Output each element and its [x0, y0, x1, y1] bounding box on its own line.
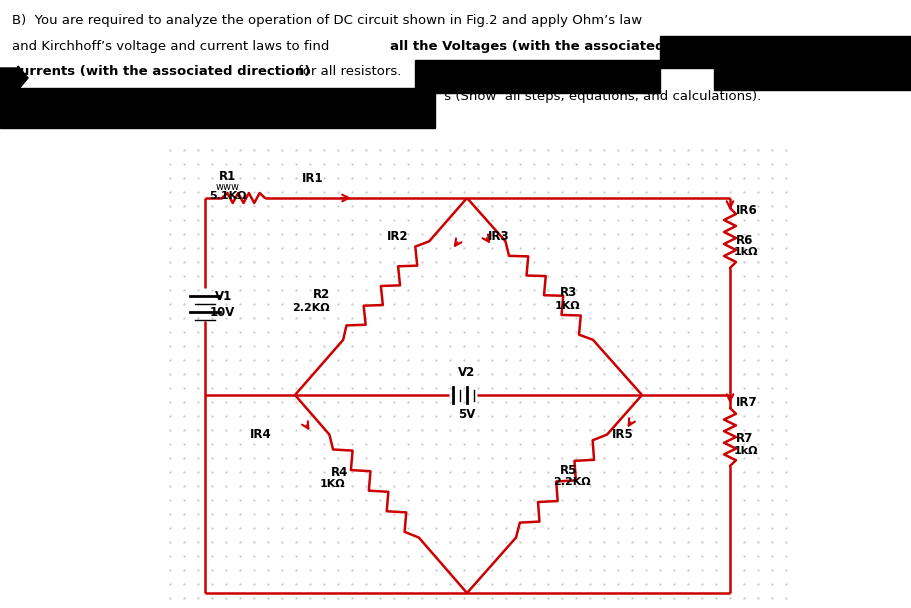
- Text: IR7: IR7: [736, 395, 758, 409]
- Text: 2.2KΩ: 2.2KΩ: [553, 477, 590, 487]
- Text: R7: R7: [736, 432, 753, 446]
- Text: R4: R4: [331, 466, 348, 478]
- Text: B)  You are required to analyze the operation of DC circuit shown in Fig.2 and a: B) You are required to analyze the opera…: [12, 14, 642, 27]
- Text: 5V: 5V: [458, 409, 476, 421]
- Text: ‘s (Show  all steps, equations, and calculations).: ‘s (Show all steps, equations, and calcu…: [440, 90, 762, 103]
- Text: 1kΩ: 1kΩ: [734, 446, 759, 456]
- Text: IR1: IR1: [302, 171, 323, 184]
- Text: for all resistors.: for all resistors.: [298, 65, 402, 78]
- Text: V2: V2: [458, 367, 476, 379]
- Text: 1KΩ: 1KΩ: [320, 479, 345, 489]
- Text: and Kirchhoff’s voltage and current laws to find: and Kirchhoff’s voltage and current laws…: [12, 40, 333, 53]
- Text: IR4: IR4: [250, 427, 271, 441]
- Text: IR2: IR2: [387, 230, 409, 243]
- Bar: [0, 88, 435, 128]
- Text: all the Voltages (with the associated polarities) and: all the Voltages (with the associated po…: [390, 40, 779, 53]
- Text: www: www: [216, 182, 240, 192]
- Text: R3: R3: [560, 286, 578, 300]
- FancyArrow shape: [0, 66, 28, 90]
- Text: R5: R5: [560, 463, 578, 477]
- Text: IR6: IR6: [736, 204, 758, 216]
- Text: R2: R2: [312, 289, 330, 302]
- Text: IR5: IR5: [612, 427, 634, 441]
- Bar: [714, 60, 911, 90]
- Text: 5.1KΩ: 5.1KΩ: [210, 191, 247, 201]
- Text: 1KΩ: 1KΩ: [555, 301, 580, 311]
- Text: cuit: cuit: [859, 69, 884, 82]
- Bar: [415, 60, 660, 93]
- Text: 10V: 10V: [210, 306, 235, 319]
- Bar: [660, 36, 911, 68]
- Text: 2.2KΩ: 2.2KΩ: [292, 303, 330, 313]
- Text: 1kΩ: 1kΩ: [734, 247, 759, 257]
- Text: currents (with the associated direction): currents (with the associated direction): [12, 65, 311, 78]
- Text: IR3: IR3: [488, 230, 509, 243]
- Text: V1: V1: [215, 289, 232, 303]
- Text: R1: R1: [220, 170, 237, 182]
- Text: R6: R6: [736, 233, 753, 246]
